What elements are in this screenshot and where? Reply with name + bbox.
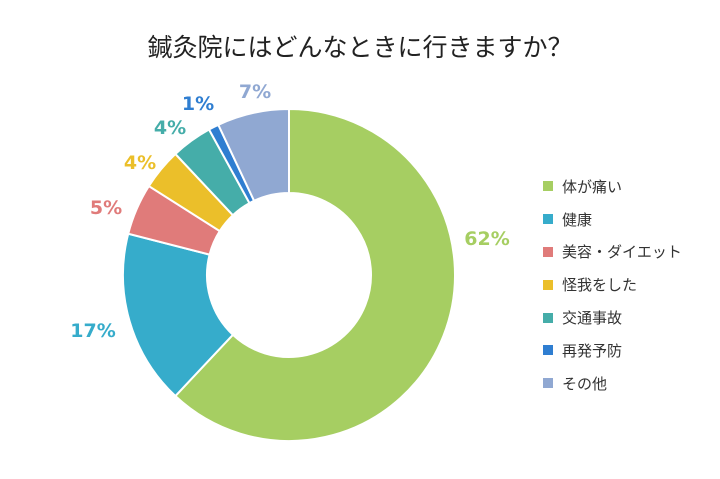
slice-6: [216, 107, 290, 203]
legend-swatch: [543, 345, 553, 356]
legend-swatch: [543, 312, 553, 323]
legend-label: 体が痛い: [562, 177, 623, 196]
legend-item: 美容・ダイエット: [543, 236, 682, 269]
legend-label: 再発予防: [562, 341, 623, 360]
legend-item: 怪我をした: [543, 268, 682, 301]
data-label-4: 4%: [154, 117, 186, 139]
data-label-3: 4%: [124, 152, 156, 174]
legend-item: 再発予防: [543, 334, 682, 367]
data-label-0: 62%: [464, 228, 509, 250]
legend-item: 交通事故: [543, 301, 682, 334]
data-label-2: 5%: [90, 197, 122, 219]
data-label-6: 7%: [239, 81, 271, 103]
legend-swatch: [543, 378, 553, 389]
data-label-5: 1%: [182, 93, 214, 115]
legend-label: 健康: [562, 210, 593, 229]
legend-item: その他: [543, 367, 682, 400]
legend-swatch: [543, 279, 553, 290]
legend-swatch: [543, 214, 553, 225]
slice-1: [122, 232, 235, 398]
legend-swatch: [543, 246, 553, 257]
legend-label: 怪我をした: [562, 276, 638, 295]
legend-swatch: [543, 181, 553, 192]
legend-label: 交通事故: [562, 309, 623, 328]
chart-title: 鍼灸院にはどんなときに行きますか？: [147, 33, 573, 62]
legend-label: 美容・ダイエット: [562, 243, 682, 262]
legend-label: その他: [562, 374, 608, 393]
slice-0: [173, 107, 456, 442]
legend-item: 健康: [543, 203, 682, 236]
legend: 体が痛い健康美容・ダイエット 怪我をした交通事故再発予防その他: [543, 170, 682, 400]
legend-item: 体が痛い: [543, 170, 682, 203]
data-label-1: 17%: [70, 320, 115, 342]
